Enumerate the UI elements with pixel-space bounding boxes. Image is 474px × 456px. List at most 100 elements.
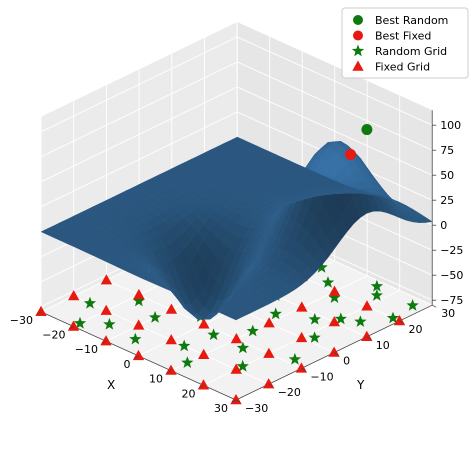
legend-marker-best-fixed: [353, 30, 363, 41]
x-tick-label: 30: [214, 402, 228, 415]
random-grid-point: [354, 315, 367, 327]
fixed-grid-point: [230, 333, 243, 344]
legend-label-fixed-grid: Fixed Grid: [375, 61, 430, 74]
legend-label-best-fixed: Best Fixed: [375, 30, 431, 43]
x-tick-label: −20: [42, 329, 65, 342]
legend-marker-fixed-grid: [352, 60, 364, 71]
random-grid-point: [132, 294, 145, 307]
random-grid-point: [386, 311, 400, 324]
x-tick-mark: [36, 311, 42, 315]
y-tick-mark: [301, 368, 306, 371]
grid-line-z: [40, 61, 433, 158]
legend-marker-random-grid: [351, 44, 365, 57]
random-grid-point: [269, 307, 282, 320]
random-grid-point: [315, 260, 328, 273]
y-axis-label: Y: [356, 378, 365, 392]
y-tick-label: 30: [441, 307, 455, 320]
random-grid-point: [207, 328, 220, 341]
grid-line-z: [40, 86, 433, 183]
random-grid-point: [308, 331, 321, 343]
fixed-grid-point: [263, 347, 275, 358]
surface-facet: [230, 136, 245, 144]
z-tick-label: −50: [440, 269, 463, 282]
random-grid-point: [83, 296, 97, 309]
fixed-grid-point: [295, 331, 308, 343]
fixed-grid-point: [100, 304, 112, 315]
y-tick-label: −20: [278, 386, 301, 399]
fixed-grid-point: [133, 288, 145, 300]
z-tick-label: 25: [440, 194, 454, 207]
random-grid-point: [236, 341, 249, 354]
x-axis-label: X: [107, 378, 115, 392]
random-grid-point: [370, 289, 383, 301]
fixed-grid-point: [133, 319, 145, 330]
z-tick-label: 100: [440, 119, 461, 132]
fixed-grid-point: [165, 303, 178, 314]
z-tick-label: 50: [440, 169, 454, 182]
random-grid-point: [178, 339, 191, 352]
y-tick-mark: [432, 304, 437, 308]
y-tick-label: 0: [343, 355, 350, 368]
fixed-grid-point: [198, 318, 210, 329]
fixed-grid-point: [296, 301, 308, 312]
random-grid-point: [148, 311, 162, 323]
x-tick-mark: [134, 355, 139, 359]
random-grid-point: [321, 276, 335, 288]
fixed-grid-point: [165, 334, 177, 345]
random-grid-point: [308, 312, 321, 325]
random-grid-point: [129, 332, 142, 345]
y-tick-label: −10: [310, 370, 333, 383]
x-tick-mark: [199, 384, 204, 388]
random-grid-point: [181, 356, 194, 368]
random-grid-point: [328, 291, 341, 303]
fixed-grid-point: [230, 363, 242, 374]
x-tick-label: 0: [124, 358, 131, 371]
best-random-point: [361, 124, 373, 136]
random-grid-point: [334, 312, 347, 325]
fixed-grid-point: [361, 300, 373, 311]
legend-label-best-random: Best Random: [375, 14, 448, 27]
x-tick-label: 10: [149, 373, 163, 386]
random-grid-point: [370, 279, 384, 292]
y-tick-mark: [366, 336, 371, 340]
random-grid-point: [103, 317, 116, 330]
x-tick-label: −30: [10, 314, 33, 327]
y-tick-mark: [333, 352, 339, 355]
fixed-grid-point: [328, 316, 340, 327]
z-tick-label: −75: [440, 294, 463, 307]
x-tick-label: −10: [75, 343, 98, 356]
y-tick-mark: [268, 383, 273, 387]
best-fixed-point: [345, 148, 357, 160]
random-grid-point: [246, 324, 259, 337]
y-tick-label: −30: [245, 402, 268, 415]
random-grid-point: [73, 316, 87, 329]
z-tick-label: −25: [440, 244, 463, 257]
random-grid-point: [406, 299, 419, 311]
fixed-grid-point: [68, 290, 80, 301]
fixed-grid-point: [263, 317, 275, 328]
x-tick-mark: [166, 370, 172, 373]
surface-mesh: [40, 136, 433, 321]
x-tick-mark: [101, 340, 107, 344]
y-tick-mark: [235, 399, 241, 403]
random-grid-point: [236, 359, 249, 372]
y-tick-label: 10: [376, 339, 390, 352]
y-tick-mark: [399, 320, 404, 324]
legend-label-random-grid: Random Grid: [375, 45, 447, 58]
legend-box: [341, 7, 469, 79]
x-tick-label: 20: [182, 387, 196, 400]
z-tick-label: 75: [440, 144, 454, 157]
best-markers: [345, 124, 373, 160]
grid-line-z: [40, 36, 433, 133]
legend: Best Random Best Fixed Random Grid Fixed Gr…: [341, 7, 469, 79]
legend-marker-best-random: [353, 15, 363, 25]
x-tick-mark: [69, 326, 74, 329]
fixed-grid-point: [198, 348, 210, 359]
random-grid-point: [288, 352, 302, 365]
z-tick-label: 0: [440, 219, 447, 232]
fixed-grid-point: [100, 274, 113, 285]
y-tick-label: 20: [409, 323, 423, 336]
